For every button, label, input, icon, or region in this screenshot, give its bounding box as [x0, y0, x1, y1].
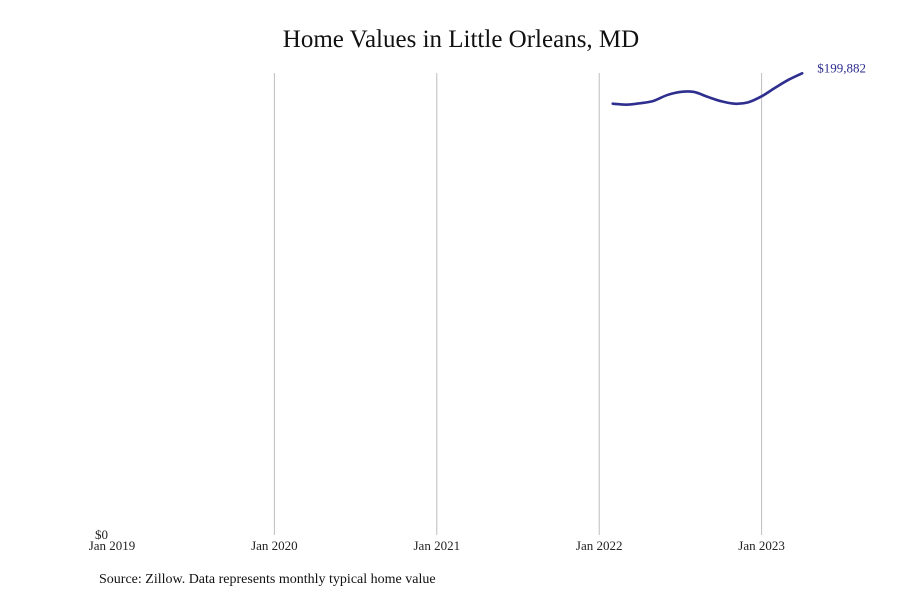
grid-layer: [273, 73, 763, 535]
x-tick-label: Jan 2020: [251, 538, 298, 553]
series-line: [611, 71, 804, 106]
y-tick-label: $0: [95, 527, 108, 542]
y-axis: $0: [95, 527, 108, 542]
chart-title: Home Values in Little Orleans, MD: [282, 26, 640, 53]
x-axis: Jan 2019 Jan 2020 Jan 2021 Jan 2022 Jan 2023: [89, 538, 785, 553]
source-note: Source: Zillow. Data represents monthly …: [99, 572, 436, 587]
x-tick-label: Jan 2019: [89, 538, 136, 553]
series-end-label: $199,882: [817, 60, 866, 75]
x-tick-label: Jan 2022: [576, 538, 623, 553]
series-layer: $199,882: [611, 60, 866, 106]
x-tick-label: Jan 2021: [414, 538, 461, 553]
x-tick-label: Jan 2023: [738, 538, 785, 553]
